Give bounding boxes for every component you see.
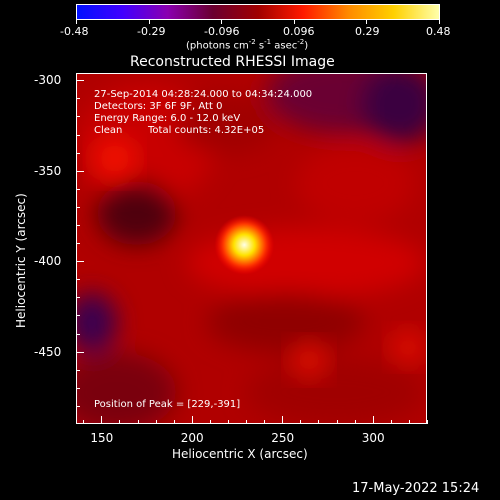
y-axis-minor-tick	[76, 243, 80, 245]
y-axis-minor-tick	[76, 369, 80, 371]
y-axis-minor-tick	[76, 315, 80, 317]
x-axis-minor-tick	[264, 420, 266, 424]
info-time-range: 27-Sep-2014 04:28:24.000 to 04:34:24.000	[94, 89, 313, 100]
colorbar-tick-label: -0.48	[60, 25, 89, 38]
secondary-source	[389, 328, 426, 367]
y-axis-tick-mark	[76, 80, 84, 82]
y-axis-minor-tick	[76, 224, 80, 226]
heatmap-image	[77, 74, 426, 423]
info-energy-range: Energy Range: 6.0 - 12.0 keV	[94, 113, 241, 124]
y-axis-minor-tick	[76, 152, 80, 154]
y-axis-minor-tick	[76, 98, 80, 100]
colorbar-tick-mark	[293, 19, 295, 24]
secondary-source	[91, 135, 138, 182]
y-axis-minor-tick	[76, 116, 80, 118]
y-axis-minor-tick	[76, 134, 80, 136]
peak-source	[214, 215, 275, 275]
colorbar-tick-mark	[76, 19, 77, 24]
y-axis-tick-label: -350	[34, 163, 62, 178]
x-axis-minor-tick	[209, 420, 211, 424]
x-axis-tick-label: 250	[271, 431, 295, 445]
x-axis-minor-tick	[318, 420, 320, 424]
info-detectors: Detectors: 3F 6F 9F, Att 0	[94, 101, 223, 112]
plot-area: 27-Sep-2014 04:28:24.000 to 04:34:24.000…	[76, 73, 427, 424]
y-axis-minor-tick	[76, 405, 80, 407]
info-peak-position: Position of Peak = [229,-391]	[94, 399, 241, 410]
x-axis-tick-mark	[191, 416, 193, 424]
x-axis-minor-tick	[246, 420, 248, 424]
x-axis-tick-mark	[101, 416, 103, 424]
y-axis-tick-mark	[76, 261, 84, 263]
x-axis-title: Heliocentric X (arcsec)	[172, 447, 308, 461]
y-axis-minor-tick	[76, 188, 80, 190]
y-axis-tick-mark	[76, 170, 84, 172]
colorbar-tick-label: 0.29	[355, 25, 380, 38]
colorbar-tick-label: 0.096	[283, 25, 315, 38]
x-axis-minor-tick	[137, 420, 139, 424]
x-axis-minor-tick	[173, 420, 175, 424]
footer-date: 17-May-2022 15:24	[352, 481, 480, 496]
x-axis-minor-tick	[155, 420, 157, 424]
y-axis-tick-label: -400	[34, 254, 62, 269]
chart-title: Reconstructed RHESSI Image	[130, 54, 335, 70]
x-axis-tick-mark	[282, 416, 284, 424]
x-axis-minor-tick	[83, 420, 85, 424]
x-axis-tick-mark	[372, 416, 374, 424]
y-axis-minor-tick	[76, 387, 80, 389]
colorbar-tick-mark	[221, 19, 223, 24]
colorbar-tick-mark	[366, 19, 368, 24]
y-axis-minor-tick	[76, 279, 80, 281]
colorbar-tick-label: -0.29	[137, 25, 166, 38]
colorbar-gradient	[76, 4, 440, 20]
y-axis-title: Heliocentric Y (arcsec)	[14, 193, 28, 328]
x-axis-minor-tick	[354, 420, 356, 424]
secondary-source	[289, 340, 329, 380]
x-axis-minor-tick	[119, 420, 121, 424]
info-total-counts: Total counts: 4.32E+05	[148, 125, 265, 136]
colorbar-unit-label: (photons cm-2 s-1 asec-2)	[186, 38, 309, 52]
colorbar-tick-label: -0.096	[204, 25, 240, 38]
y-axis-tick-mark	[76, 351, 84, 353]
colorbar-tick-mark	[148, 19, 150, 24]
x-axis-minor-tick	[427, 420, 428, 424]
y-axis-tick-label: -450	[34, 344, 62, 359]
x-axis-minor-tick	[390, 420, 392, 424]
colorbar-tick-label: 0.48	[426, 25, 451, 38]
info-algorithm: Clean	[94, 125, 123, 136]
y-axis-minor-tick	[76, 297, 80, 299]
x-axis-minor-tick	[227, 420, 229, 424]
x-axis-minor-tick	[336, 420, 338, 424]
x-axis-tick-label: 150	[90, 431, 114, 445]
y-axis-minor-tick	[76, 333, 80, 335]
x-axis-minor-tick	[408, 420, 410, 424]
x-axis-tick-label: 300	[361, 431, 385, 445]
colorbar-tick-mark	[439, 19, 440, 24]
y-axis-minor-tick	[76, 206, 80, 208]
x-axis-tick-label: 200	[180, 431, 204, 445]
x-axis-minor-tick	[300, 420, 302, 424]
y-axis-tick-label: -300	[34, 73, 62, 88]
